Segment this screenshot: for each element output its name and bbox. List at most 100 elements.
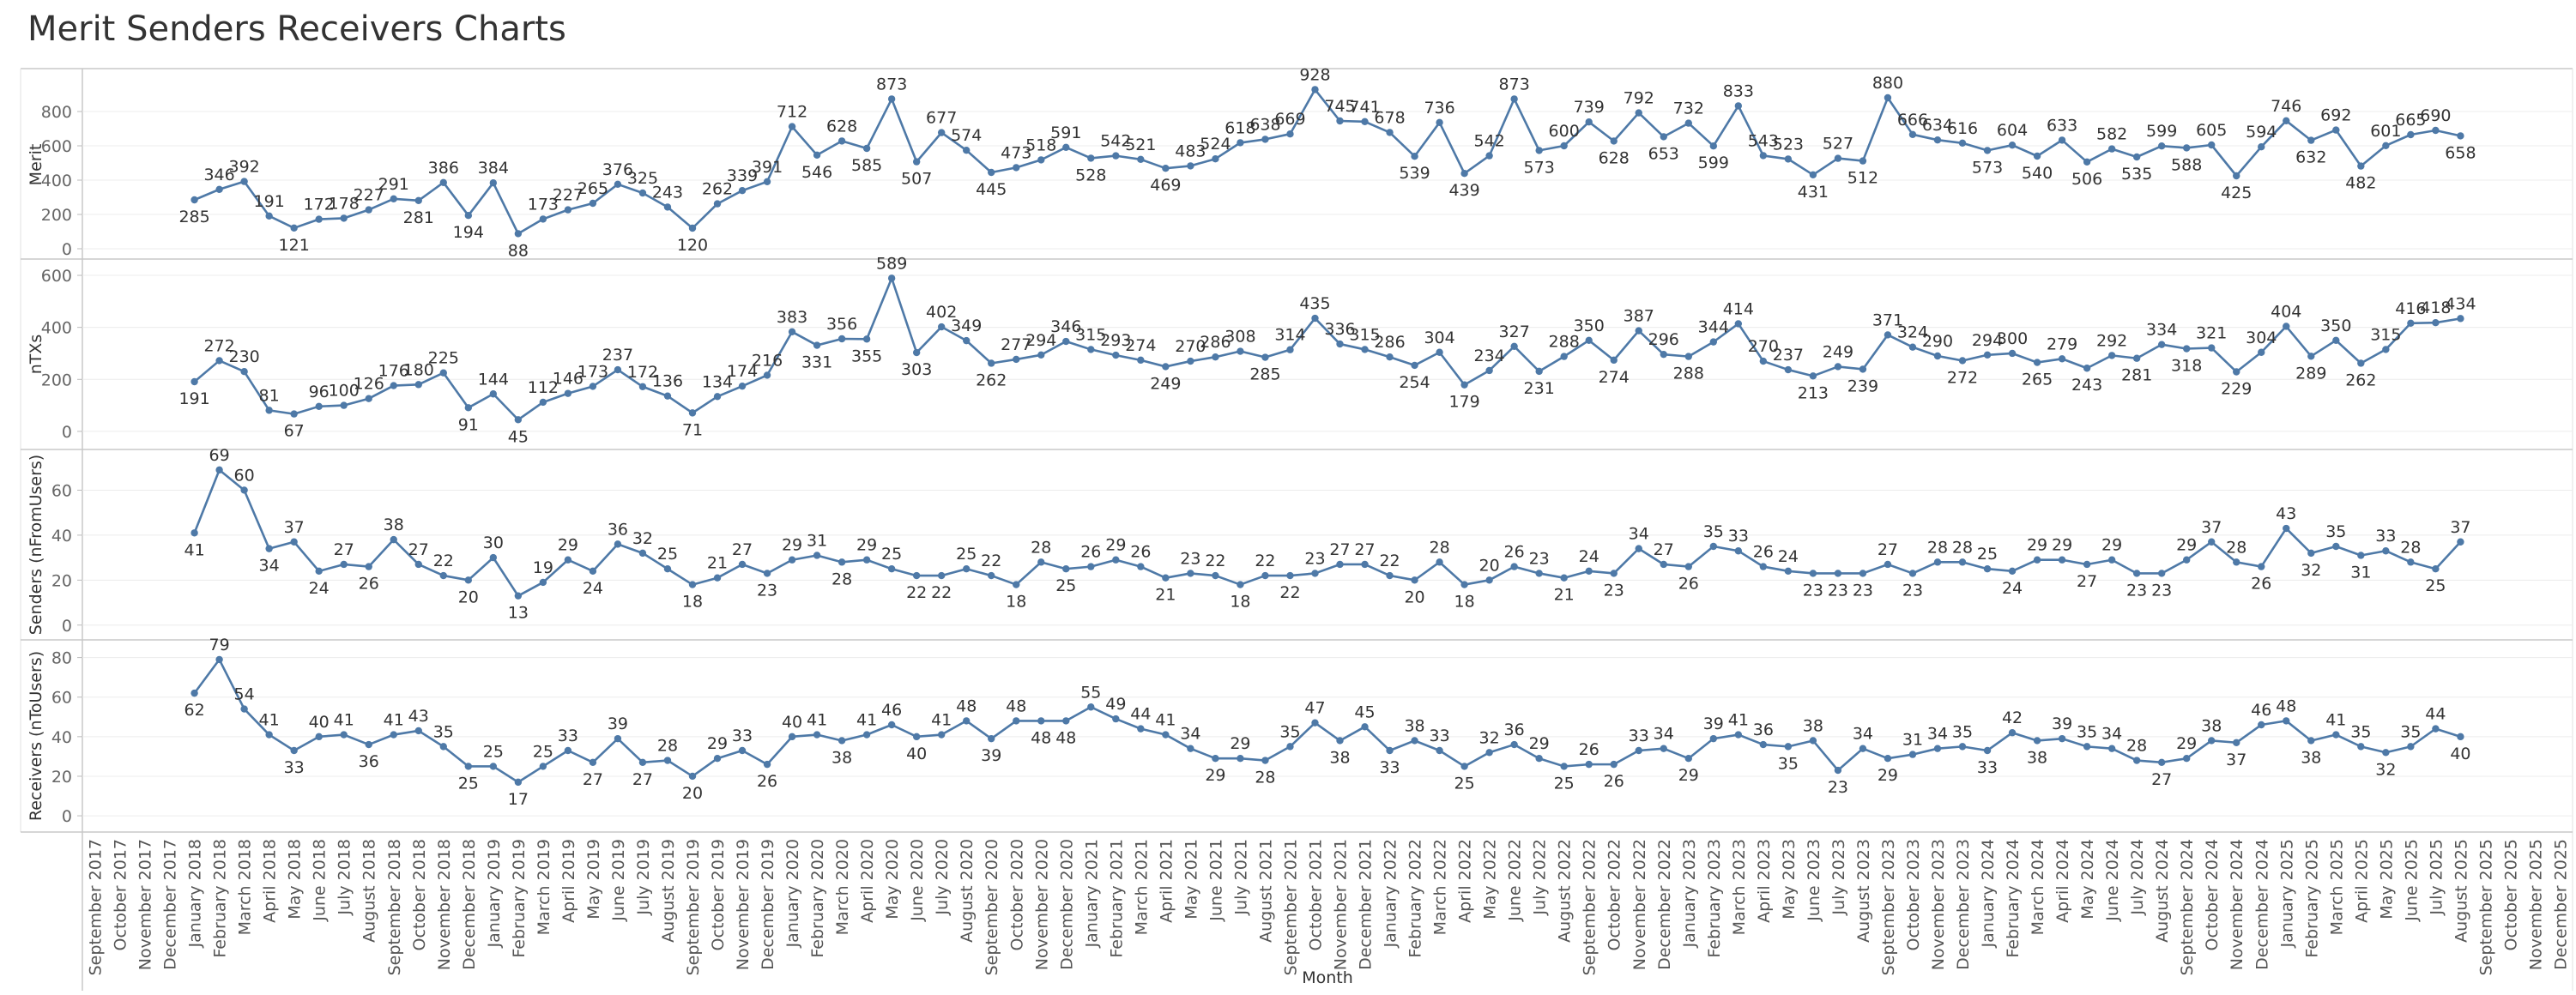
data-point[interactable]: [763, 760, 771, 769]
data-point[interactable]: [2457, 315, 2464, 323]
data-point[interactable]: [1635, 746, 1642, 755]
data-point[interactable]: [1261, 353, 1269, 361]
data-point[interactable]: [2083, 560, 2091, 569]
data-point[interactable]: [1311, 314, 1319, 323]
data-point[interactable]: [2033, 359, 2041, 366]
data-point[interactable]: [1485, 152, 1493, 160]
data-point[interactable]: [2432, 725, 2440, 733]
data-point[interactable]: [1734, 731, 1743, 739]
data-point[interactable]: [713, 200, 722, 208]
data-point[interactable]: [1610, 356, 1618, 365]
data-point[interactable]: [2008, 349, 2017, 358]
data-point[interactable]: [1436, 118, 1443, 126]
data-point[interactable]: [614, 734, 622, 743]
data-point[interactable]: [1585, 760, 1593, 769]
data-point[interactable]: [1137, 155, 1145, 163]
data-point[interactable]: [2307, 136, 2315, 144]
data-point[interactable]: [838, 558, 846, 566]
data-point[interactable]: [2332, 126, 2340, 134]
data-point[interactable]: [1784, 155, 1793, 163]
data-point[interactable]: [1087, 703, 1095, 711]
data-point[interactable]: [564, 746, 572, 755]
data-point[interactable]: [1237, 755, 1244, 763]
data-point[interactable]: [1585, 567, 1593, 576]
data-point[interactable]: [2157, 570, 2166, 577]
data-point[interactable]: [539, 215, 547, 223]
data-point[interactable]: [589, 199, 597, 208]
data-point[interactable]: [414, 381, 422, 389]
data-point[interactable]: [390, 195, 397, 202]
data-point[interactable]: [2157, 142, 2166, 150]
data-point[interactable]: [1908, 130, 1917, 138]
data-point[interactable]: [1261, 136, 1269, 143]
data-point[interactable]: [2033, 152, 2041, 160]
data-point[interactable]: [1884, 331, 1892, 339]
data-point[interactable]: [2058, 734, 2066, 743]
data-point[interactable]: [439, 369, 447, 377]
data-point[interactable]: [1137, 356, 1145, 365]
data-point[interactable]: [963, 336, 971, 345]
data-point[interactable]: [539, 763, 547, 770]
data-point[interactable]: [788, 733, 796, 741]
data-point[interactable]: [2332, 542, 2340, 551]
data-point[interactable]: [1087, 563, 1095, 570]
data-point[interactable]: [1162, 731, 1170, 739]
data-point[interactable]: [240, 178, 248, 185]
data-point[interactable]: [713, 574, 722, 582]
data-point[interactable]: [1958, 357, 1967, 365]
data-point[interactable]: [2283, 323, 2290, 330]
data-point[interactable]: [2457, 132, 2464, 140]
data-point[interactable]: [1187, 357, 1194, 365]
data-point[interactable]: [365, 563, 372, 570]
data-point[interactable]: [1908, 343, 1917, 351]
data-point[interactable]: [2182, 345, 2191, 353]
data-point[interactable]: [1336, 340, 1344, 348]
data-point[interactable]: [1784, 743, 1793, 751]
data-point[interactable]: [2132, 570, 2141, 577]
data-point[interactable]: [1759, 563, 1768, 570]
data-point[interactable]: [2083, 158, 2091, 166]
data-point[interactable]: [1212, 353, 1219, 361]
data-point[interactable]: [912, 733, 921, 741]
data-point[interactable]: [2233, 739, 2240, 746]
data-point[interactable]: [738, 382, 747, 390]
data-point[interactable]: [2457, 733, 2464, 741]
data-point[interactable]: [340, 560, 348, 569]
data-point[interactable]: [988, 168, 995, 177]
data-point[interactable]: [1162, 574, 1170, 582]
data-point[interactable]: [887, 95, 896, 103]
data-point[interactable]: [265, 407, 273, 414]
data-point[interactable]: [2283, 717, 2290, 725]
data-point[interactable]: [1734, 320, 1743, 328]
data-point[interactable]: [1510, 563, 1518, 570]
data-point[interactable]: [1635, 327, 1642, 335]
data-point[interactable]: [1361, 346, 1369, 353]
data-point[interactable]: [2107, 745, 2116, 752]
data-point[interactable]: [2382, 547, 2390, 555]
data-point[interactable]: [2233, 172, 2240, 180]
data-point[interactable]: [813, 731, 821, 739]
data-point[interactable]: [265, 731, 273, 739]
data-point[interactable]: [788, 556, 796, 564]
data-point[interactable]: [937, 731, 946, 739]
data-point[interactable]: [1983, 746, 1992, 755]
data-point[interactable]: [265, 212, 273, 220]
data-point[interactable]: [1361, 723, 1369, 731]
data-point[interactable]: [1884, 93, 1892, 102]
data-point[interactable]: [439, 571, 447, 580]
data-point[interactable]: [2008, 142, 2017, 149]
data-point[interactable]: [265, 545, 273, 552]
data-point[interactable]: [838, 335, 846, 343]
data-point[interactable]: [2432, 319, 2440, 327]
data-point[interactable]: [2233, 558, 2240, 566]
data-point[interactable]: [514, 778, 523, 787]
data-point[interactable]: [1535, 570, 1543, 577]
data-point[interactable]: [1585, 336, 1593, 345]
data-point[interactable]: [963, 717, 971, 725]
data-point[interactable]: [813, 341, 821, 349]
data-point[interactable]: [240, 367, 248, 376]
data-point[interactable]: [1684, 755, 1692, 763]
data-point[interactable]: [1684, 563, 1692, 570]
data-point[interactable]: [2033, 556, 2041, 564]
data-point[interactable]: [190, 529, 198, 537]
